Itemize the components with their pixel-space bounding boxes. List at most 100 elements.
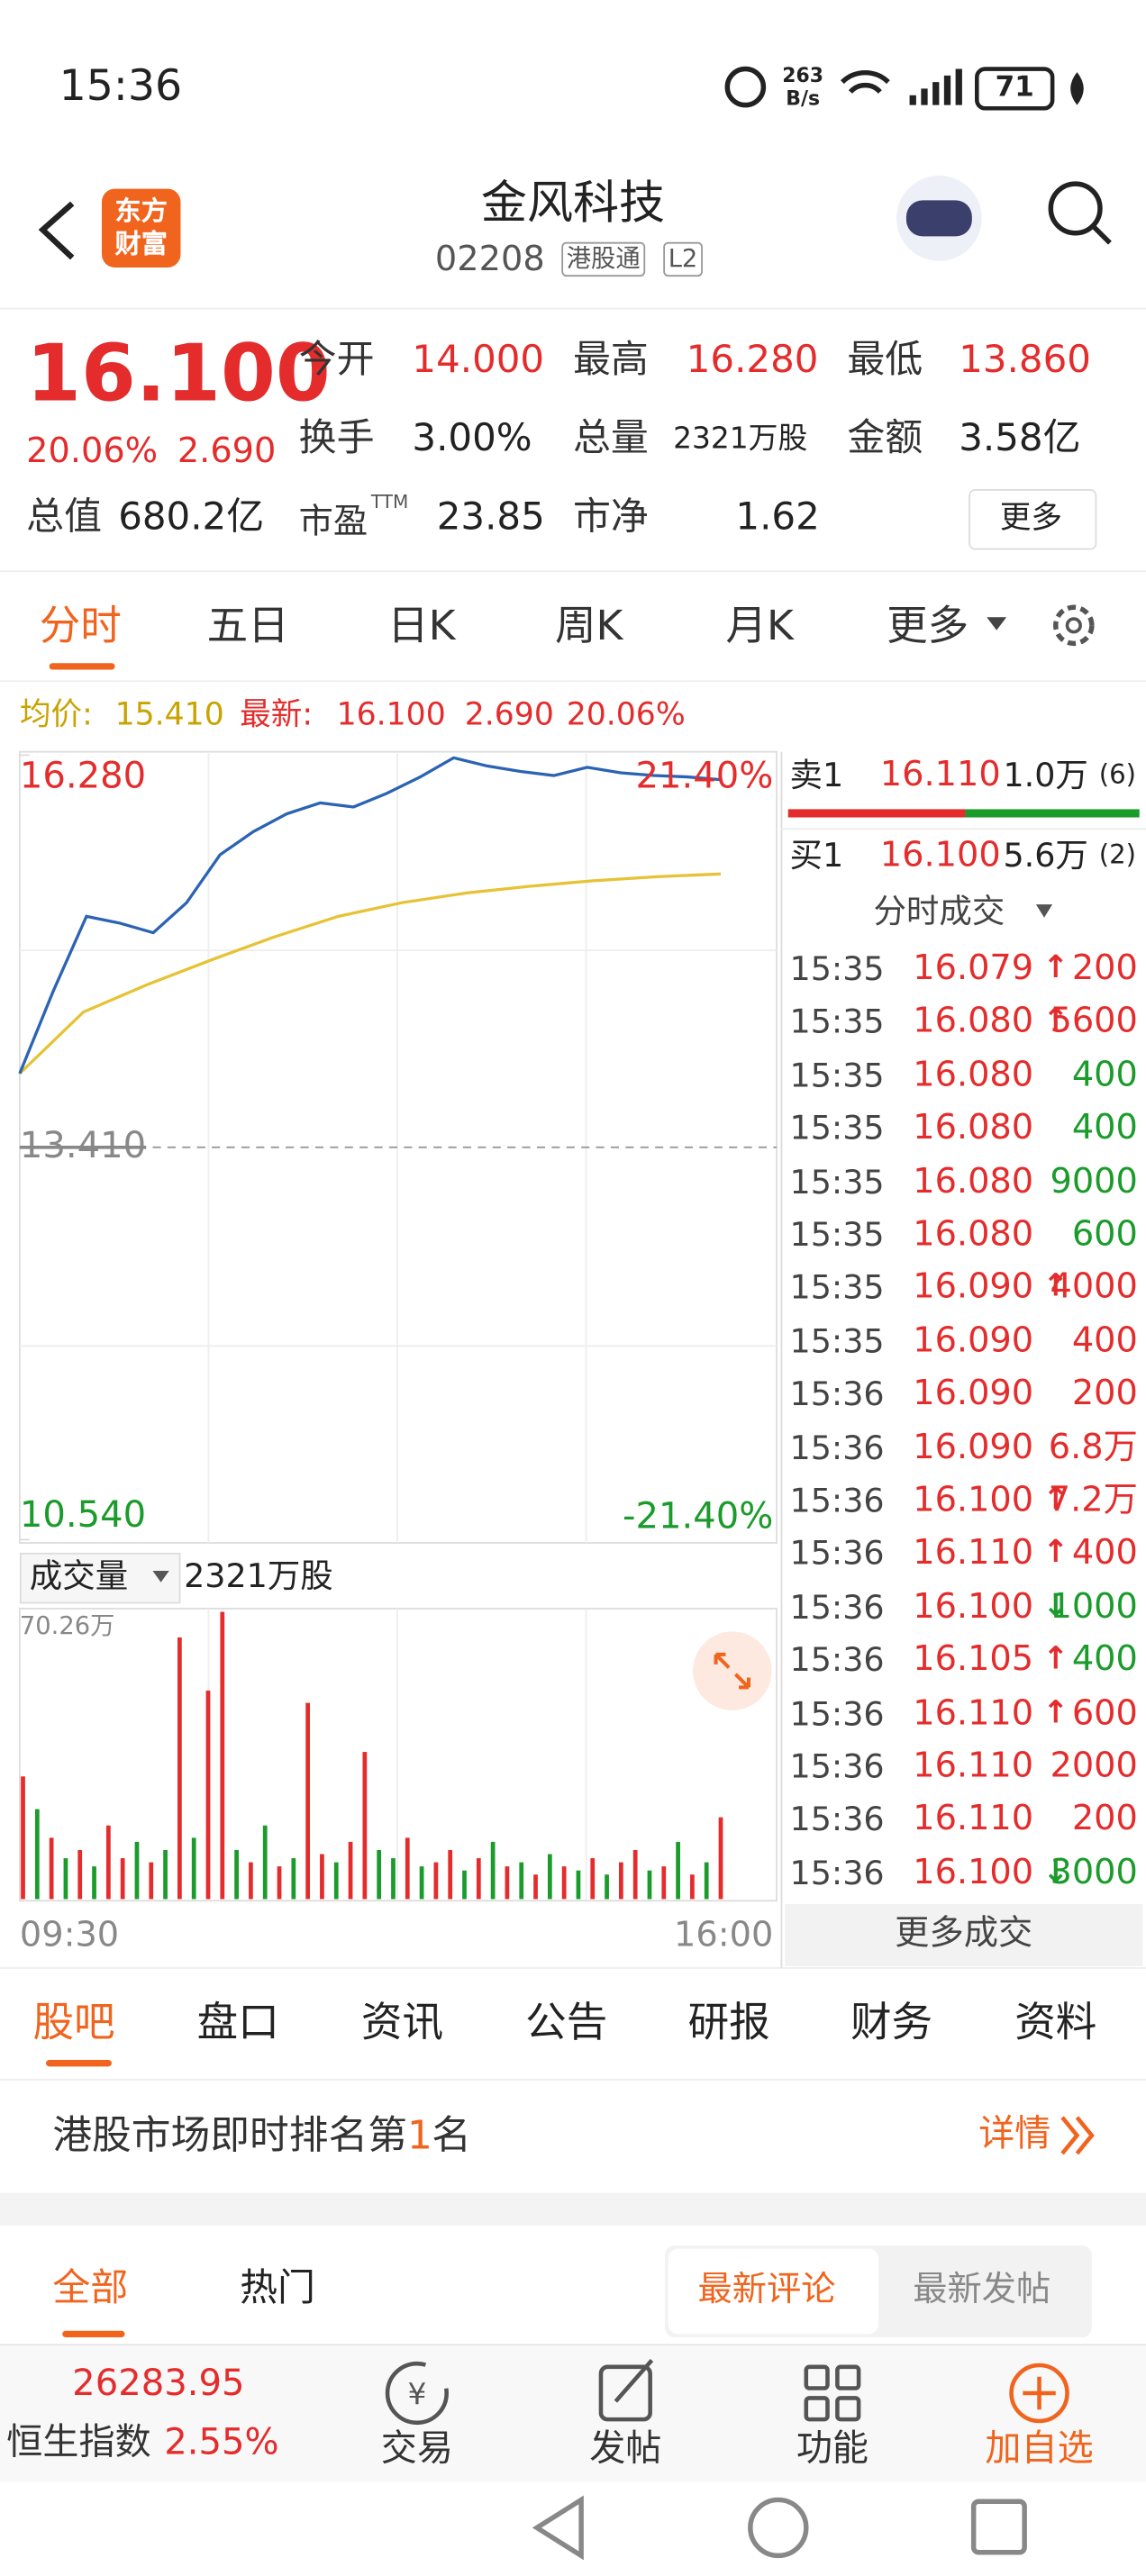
tab[interactable]: 周K <box>554 601 623 649</box>
legend-avg-label: 均价: <box>19 696 93 733</box>
sort-option[interactable]: 最新评论 <box>697 2269 836 2309</box>
trade-price: 16.110 <box>913 1532 1034 1573</box>
alarm-icon <box>724 66 767 108</box>
tab[interactable]: 分时 <box>39 601 122 649</box>
avatar-face <box>905 200 972 237</box>
trade-volume: 7.2万 <box>1048 1479 1138 1519</box>
trade-price: 16.090 <box>913 1426 1034 1466</box>
nav-recent[interactable] <box>970 2499 1027 2555</box>
func-icon[interactable] <box>804 2364 830 2390</box>
trade-price: 16.080 <box>913 1001 1034 1041</box>
x-label: 16:00 <box>674 1914 774 1955</box>
trade-volume: 400 <box>1071 1107 1138 1147</box>
book-count: (6) <box>1098 757 1137 790</box>
action-label[interactable]: 功能 <box>796 2429 869 2471</box>
more-button-text[interactable]: 更多 <box>999 499 1063 536</box>
filter-tab[interactable]: 全部 <box>52 2267 129 2310</box>
func-icon <box>804 2396 830 2422</box>
more-trades-button[interactable] <box>785 1903 1143 1967</box>
trade-time: 15:35 <box>789 1002 885 1042</box>
volume-bar <box>249 1862 253 1900</box>
search-icon[interactable] <box>1048 181 1103 236</box>
volume-bar <box>220 1611 225 1900</box>
sub-tab[interactable]: 公告 <box>525 1998 608 2046</box>
sub-tab[interactable]: 研报 <box>687 1998 770 2046</box>
more-button[interactable] <box>969 489 1097 550</box>
tab[interactable]: 月K <box>725 601 794 649</box>
field-label: 今开 <box>298 339 375 382</box>
legend-latest: 16.100 <box>336 696 446 733</box>
field-value: 3.58亿 <box>959 417 1081 461</box>
trade-volume: 600 <box>1071 1213 1138 1254</box>
tab[interactable]: 日K <box>387 601 456 649</box>
ranking-rank: 1 <box>406 2112 432 2159</box>
settings-icon[interactable] <box>1053 604 1095 647</box>
trade-volume: 5600 <box>1050 1001 1138 1041</box>
trade-time: 15:36 <box>789 1374 885 1414</box>
volume-bar <box>561 1866 567 1900</box>
volume-selector[interactable] <box>19 1552 181 1604</box>
sub-tab[interactable]: 盘口 <box>196 1998 279 2046</box>
sub-tab[interactable]: 财务 <box>850 1998 933 2046</box>
volume-bar <box>718 1817 723 1900</box>
volume-bar <box>505 1866 510 1900</box>
volume-bar <box>462 1870 467 1900</box>
nav-back[interactable] <box>532 2495 584 2561</box>
pct-label: 21.40% <box>635 757 774 798</box>
trade-volume: 1000 <box>1050 1585 1138 1626</box>
gap <box>0 2192 1146 2227</box>
add-icon[interactable] <box>1009 2363 1069 2424</box>
action-label[interactable]: 交易 <box>380 2429 453 2471</box>
field-value: 16.280 <box>686 339 819 382</box>
tag: L2 <box>663 241 703 277</box>
ranking-detail[interactable]: 详情 <box>978 2114 1051 2155</box>
more-trades[interactable]: 更多成交 <box>895 1912 1033 1953</box>
volume-bar <box>163 1849 168 1900</box>
sort-option[interactable]: 最新发帖 <box>913 2269 1051 2309</box>
trade-time: 15:35 <box>789 1161 885 1202</box>
back-icon[interactable] <box>38 201 75 260</box>
trade-price: 16.080 <box>913 1107 1034 1147</box>
tab[interactable]: 更多 <box>887 601 969 649</box>
nav-home[interactable] <box>748 2497 809 2559</box>
filter-tab[interactable]: 热门 <box>240 2267 315 2310</box>
trade-price: 16.100 <box>913 1585 1034 1626</box>
tab[interactable]: 五日 <box>206 601 289 649</box>
wifi-icon <box>840 69 890 95</box>
sort-active[interactable] <box>668 2248 878 2335</box>
trade-arrow: ↑ <box>1042 949 1069 986</box>
book-count: (2) <box>1098 839 1137 870</box>
trade-price: 16.105 <box>913 1638 1034 1679</box>
trade-arrow: ↑ <box>1042 1268 1069 1305</box>
field-label: 总量 <box>573 417 649 461</box>
y-tick-label: 16.280 <box>19 757 147 798</box>
field-label: 换手 <box>298 417 375 461</box>
sub-tab[interactable]: 资讯 <box>360 1998 444 2046</box>
trade-time: 15:36 <box>789 1639 885 1680</box>
trade-time: 15:36 <box>789 1480 885 1520</box>
volume-bar <box>333 1862 339 1900</box>
volume-bar <box>105 1825 111 1900</box>
action-label[interactable]: 发帖 <box>589 2429 662 2471</box>
trade-volume: 400 <box>1071 1320 1138 1360</box>
trade-icon[interactable] <box>385 2361 449 2426</box>
volume-bar <box>362 1752 368 1900</box>
trade-arrow: ↑ <box>1042 1534 1069 1571</box>
volume-bar <box>377 1849 382 1900</box>
volume-bar <box>277 1866 282 1900</box>
trade-price: 16.090 <box>913 1266 1034 1307</box>
signal-icon <box>909 68 962 105</box>
trade-arrow: ↓ <box>1042 1587 1069 1624</box>
sub-tab[interactable]: 股吧 <box>32 1998 115 2046</box>
field-label: 市净 <box>573 496 649 540</box>
trades-title: 分时成交 <box>873 891 1005 931</box>
action-label[interactable]: 加自选 <box>985 2429 1094 2471</box>
volume-bar <box>63 1858 68 1900</box>
detail-arrow <box>1060 2116 1095 2155</box>
post-icon[interactable] <box>598 2364 652 2422</box>
expand-icon[interactable] <box>693 1631 772 1710</box>
trade-arrow: ↑ <box>1042 1640 1069 1677</box>
trade-volume: 400 <box>1071 1638 1138 1679</box>
sub-tab[interactable]: 资料 <box>1014 1998 1097 2046</box>
book-label: 卖1 <box>789 755 844 795</box>
